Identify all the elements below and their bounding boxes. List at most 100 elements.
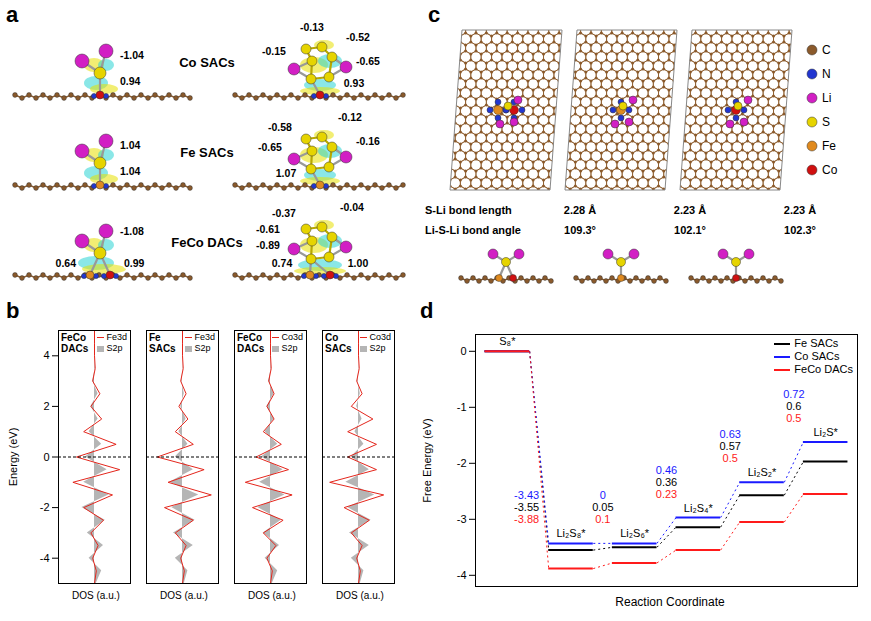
svg-text:FeCo DACs: FeCo DACs xyxy=(171,235,243,250)
svg-text:Li₂S₈*: Li₂S₈* xyxy=(556,527,586,539)
html-text:Co: Co xyxy=(325,332,339,343)
html-text:DOS (a.u.): DOS (a.u.) xyxy=(72,590,120,601)
svg-text:-0.89: -0.89 xyxy=(256,239,280,251)
svg-text:0.99: 0.99 xyxy=(124,257,145,269)
svg-text:2.23 Å: 2.23 Å xyxy=(674,204,706,216)
svg-text:-0.58: -0.58 xyxy=(268,121,292,133)
svg-text:-2: -2 xyxy=(457,457,467,469)
svg-text:c: c xyxy=(428,2,440,27)
svg-text:0.5: 0.5 xyxy=(723,452,738,464)
svg-text:-1.08: -1.08 xyxy=(120,225,144,237)
svg-text:Fe SACs: Fe SACs xyxy=(180,145,233,160)
svg-text:1.04: 1.04 xyxy=(120,165,141,177)
html-text:d: d xyxy=(420,298,434,323)
html-text:Co SACs: Co SACs xyxy=(794,350,840,362)
svg-text:0.94: 0.94 xyxy=(120,75,141,87)
html-text:DACs: DACs xyxy=(61,343,89,354)
html-text:Fe SACs: Fe SACs xyxy=(794,337,839,349)
html-text:DACs: DACs xyxy=(237,343,265,354)
svg-text:-0.65: -0.65 xyxy=(258,141,282,153)
svg-text:-3.55: -3.55 xyxy=(514,501,539,513)
svg-text:2: 2 xyxy=(43,400,49,412)
svg-text:a: a xyxy=(6,2,19,27)
svg-text:0.63: 0.63 xyxy=(719,428,740,440)
html-text:S2p: S2p xyxy=(194,343,211,353)
svg-text:Co SACs: Co SACs xyxy=(179,55,235,70)
svg-text:-0.16: -0.16 xyxy=(356,135,380,147)
html-text:Fe3d: Fe3d xyxy=(194,332,215,342)
html-text:FeCo: FeCo xyxy=(237,332,262,343)
svg-text:Li₂S*: Li₂S* xyxy=(813,426,838,438)
svg-text:1.07: 1.07 xyxy=(276,167,297,179)
html-text:S2p: S2p xyxy=(281,343,298,353)
svg-text:-2: -2 xyxy=(40,501,50,513)
svg-text:-0.13: -0.13 xyxy=(300,21,324,33)
html-text:b: b xyxy=(6,298,20,323)
svg-text:Li₂S₆*: Li₂S₆* xyxy=(620,527,650,539)
svg-text:0.57: 0.57 xyxy=(719,440,740,452)
svg-text:Energy (eV): Energy (eV) xyxy=(7,428,19,487)
svg-text:S₈*: S₈* xyxy=(499,335,516,347)
html-text:DOS (a.u.): DOS (a.u.) xyxy=(248,590,296,601)
svg-text:S-Li bond length: S-Li bond length xyxy=(425,204,512,216)
html-text:Co3d: Co3d xyxy=(369,332,391,342)
svg-text:0.1: 0.1 xyxy=(595,513,610,525)
svg-text:-0.65: -0.65 xyxy=(356,55,380,67)
svg-text:0.36: 0.36 xyxy=(656,476,677,488)
svg-text:0.05: 0.05 xyxy=(592,501,613,513)
svg-text:C: C xyxy=(822,43,831,57)
html-text:Co3d: Co3d xyxy=(281,332,303,342)
svg-text:1.00: 1.00 xyxy=(348,257,369,269)
svg-text:-3.43: -3.43 xyxy=(514,489,539,501)
svg-text:4: 4 xyxy=(43,349,49,361)
svg-text:-1: -1 xyxy=(457,401,467,413)
svg-text:0: 0 xyxy=(600,489,606,501)
svg-text:1.04: 1.04 xyxy=(120,139,141,151)
html-text:Fe3d: Fe3d xyxy=(106,332,127,342)
svg-text:-0.61: -0.61 xyxy=(256,223,280,235)
svg-text:2.23 Å: 2.23 Å xyxy=(784,204,816,216)
svg-text:-1.04: -1.04 xyxy=(120,49,144,61)
svg-text:0: 0 xyxy=(460,345,466,357)
svg-text:102.1°: 102.1° xyxy=(674,224,706,236)
svg-text:-3.88: -3.88 xyxy=(514,513,539,525)
html-text:SACs: SACs xyxy=(149,343,176,354)
html-text:Fe: Fe xyxy=(149,332,161,343)
svg-text:109.3°: 109.3° xyxy=(564,224,596,236)
svg-text:0.5: 0.5 xyxy=(786,412,801,424)
svg-text:-0.37: -0.37 xyxy=(272,207,296,219)
svg-text:-0.15: -0.15 xyxy=(262,45,286,57)
svg-text:0.64: 0.64 xyxy=(56,257,77,269)
svg-text:102.3°: 102.3° xyxy=(784,224,816,236)
svg-text:Li₂S₂*: Li₂S₂* xyxy=(748,466,777,478)
svg-text:S: S xyxy=(822,115,830,129)
svg-text:0.93: 0.93 xyxy=(344,77,365,89)
svg-text:2.28 Å: 2.28 Å xyxy=(564,204,596,216)
svg-text:Li: Li xyxy=(822,91,831,105)
svg-text:-0.12: -0.12 xyxy=(338,111,362,123)
svg-text:0.6: 0.6 xyxy=(786,400,801,412)
html-text:FeCo DACs: FeCo DACs xyxy=(794,363,853,375)
svg-text:Co: Co xyxy=(822,163,838,177)
html-text:SACs: SACs xyxy=(325,343,352,354)
svg-text:-4: -4 xyxy=(40,552,50,564)
html-text:Reaction Coordinate: Reaction Coordinate xyxy=(615,595,725,609)
svg-text:0.46: 0.46 xyxy=(656,464,677,476)
svg-text:0.23: 0.23 xyxy=(656,488,677,500)
svg-text:-3: -3 xyxy=(457,513,467,525)
html-text:S2p: S2p xyxy=(106,343,123,353)
svg-text:0: 0 xyxy=(43,451,49,463)
svg-text:N: N xyxy=(822,67,831,81)
svg-text:0.72: 0.72 xyxy=(783,388,804,400)
html-text:DOS (a.u.): DOS (a.u.) xyxy=(336,590,384,601)
svg-text:Li₂S₄*: Li₂S₄* xyxy=(684,502,714,514)
svg-text:0.74: 0.74 xyxy=(272,257,293,269)
svg-text:Fe: Fe xyxy=(822,139,836,153)
html-text:FeCo: FeCo xyxy=(61,332,86,343)
svg-text:-0.52: -0.52 xyxy=(346,31,370,43)
svg-text:Free Energy (eV): Free Energy (eV) xyxy=(421,418,433,502)
html-text:DOS (a.u.): DOS (a.u.) xyxy=(160,590,208,601)
svg-text:-0.04: -0.04 xyxy=(340,201,364,213)
svg-text:-4: -4 xyxy=(457,569,467,581)
svg-text:Li-S-Li bond angle: Li-S-Li bond angle xyxy=(425,224,521,236)
